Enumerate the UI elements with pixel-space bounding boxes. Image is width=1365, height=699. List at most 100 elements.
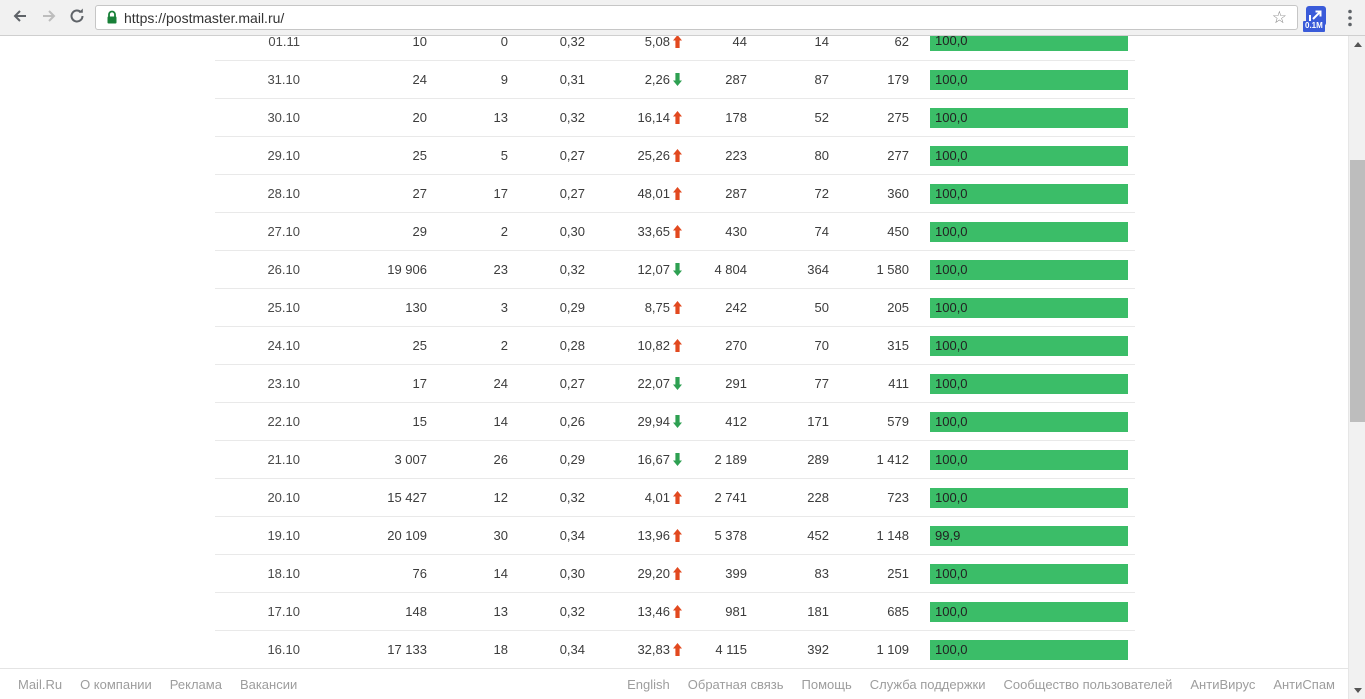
table-row: 17.10 148 13 0,32 13,46 981 181 685 100,… bbox=[215, 592, 1135, 630]
trend-arrow-icon bbox=[673, 453, 682, 466]
messages-cell: 15 bbox=[412, 414, 427, 429]
delivery-rate-value: 100,0 bbox=[935, 641, 968, 657]
delivery-rate-value: 100,0 bbox=[935, 565, 968, 581]
back-button[interactable] bbox=[7, 5, 33, 31]
forward-button[interactable] bbox=[36, 5, 62, 31]
delivery-rate-bar: 100,0 bbox=[930, 373, 1128, 394]
clicks-cell: 80 bbox=[814, 148, 829, 163]
messages-cell: 15 427 bbox=[387, 490, 427, 505]
table-row: 20.10 15 427 12 0,32 4,01 2 741 228 723 … bbox=[215, 478, 1135, 516]
ratio-cell: 0,29 bbox=[559, 452, 585, 467]
table-row: 23.10 17 24 0,27 22,07 291 77 411 100,0 bbox=[215, 364, 1135, 402]
footer-link[interactable]: Mail.Ru bbox=[18, 676, 63, 692]
address-bar[interactable]: https://postmaster.mail.ru/ ☆ bbox=[95, 5, 1298, 30]
scroll-down-button[interactable] bbox=[1349, 682, 1365, 699]
messages-cell: 20 bbox=[412, 110, 427, 125]
opens-cell: 399 bbox=[725, 566, 747, 581]
complaints-cell: 0 bbox=[500, 36, 508, 49]
opens-cell: 44 bbox=[732, 36, 747, 49]
date-cell: 29.10 bbox=[267, 148, 300, 163]
ratio-cell: 0,27 bbox=[559, 148, 585, 163]
triangle-up-icon bbox=[1353, 42, 1362, 47]
footer-link[interactable]: Реклама bbox=[169, 676, 222, 692]
scroll-up-button[interactable] bbox=[1349, 36, 1365, 53]
forward-icon bbox=[40, 7, 58, 30]
footer-link[interactable]: English bbox=[627, 676, 670, 692]
opens-cell: 223 bbox=[725, 148, 747, 163]
delivery-rate-bar: 100,0 bbox=[930, 411, 1128, 432]
deletes-cell: 579 bbox=[887, 414, 909, 429]
table-row: 16.10 17 133 18 0,34 32,83 4 115 392 1 1… bbox=[215, 630, 1135, 668]
footer-link[interactable]: Обратная связь bbox=[687, 676, 784, 692]
date-cell: 28.10 bbox=[267, 186, 300, 201]
footer-link[interactable]: Сообщество пользователей bbox=[1003, 676, 1173, 692]
trend-arrow-icon bbox=[673, 111, 682, 124]
percent-cell: 16,67 bbox=[585, 452, 682, 467]
footer-link[interactable]: Служба поддержки bbox=[869, 676, 986, 692]
footer-link[interactable]: АнтиВирус bbox=[1190, 676, 1256, 692]
delivery-rate-value: 100,0 bbox=[935, 337, 968, 353]
complaints-cell: 13 bbox=[493, 604, 508, 619]
complaints-cell: 3 bbox=[500, 300, 508, 315]
complaints-cell: 26 bbox=[493, 452, 508, 467]
opens-cell: 287 bbox=[725, 72, 747, 87]
percent-value: 12,07 bbox=[637, 262, 670, 277]
percent-value: 8,75 bbox=[644, 300, 670, 315]
delivery-rate-value: 100,0 bbox=[935, 147, 968, 163]
deletes-cell: 360 bbox=[887, 186, 909, 201]
messages-cell: 20 109 bbox=[387, 528, 427, 543]
percent-value: 2,26 bbox=[644, 72, 670, 87]
delivery-rate-bar: 100,0 bbox=[930, 487, 1128, 508]
date-cell: 21.10 bbox=[267, 452, 300, 467]
percent-cell: 13,96 bbox=[585, 528, 682, 543]
ratio-cell: 0,26 bbox=[559, 414, 585, 429]
footer-link[interactable]: Вакансии bbox=[239, 676, 298, 692]
percent-cell: 16,14 bbox=[585, 110, 682, 125]
percent-cell: 10,82 bbox=[585, 338, 682, 353]
delivery-rate-bar: 100,0 bbox=[930, 221, 1128, 242]
messages-cell: 17 bbox=[412, 376, 427, 391]
percent-value: 29,94 bbox=[637, 414, 670, 429]
percent-value: 10,82 bbox=[637, 338, 670, 353]
deletes-cell: 251 bbox=[887, 566, 909, 581]
delivery-rate-bar: 100,0 bbox=[930, 69, 1128, 90]
percent-cell: 29,94 bbox=[585, 414, 682, 429]
page-footer: Mail.Ru О компании Реклама Вакансии English… bbox=[0, 668, 1365, 699]
delivery-rate-bar: 100,0 bbox=[930, 145, 1128, 166]
secure-lock-icon[interactable] bbox=[106, 10, 118, 25]
delivery-rate-value: 100,0 bbox=[935, 603, 968, 619]
date-cell: 17.10 bbox=[267, 604, 300, 619]
table-row: 19.10 20 109 30 0,34 13,96 5 378 452 1 1… bbox=[215, 516, 1135, 554]
trend-arrow-icon bbox=[673, 567, 682, 580]
delivery-rate-value: 100,0 bbox=[935, 451, 968, 467]
deletes-cell: 1 580 bbox=[876, 262, 909, 277]
deletes-cell: 179 bbox=[887, 72, 909, 87]
vertical-scrollbar[interactable] bbox=[1348, 36, 1365, 699]
footer-link[interactable]: Помощь bbox=[801, 676, 852, 692]
complaints-cell: 24 bbox=[493, 376, 508, 391]
deletes-cell: 450 bbox=[887, 224, 909, 239]
ratio-cell: 0,30 bbox=[559, 566, 585, 581]
triangle-down-icon bbox=[1353, 688, 1362, 693]
trend-arrow-icon bbox=[673, 377, 682, 390]
delivery-rate-value: 100,0 bbox=[935, 413, 968, 429]
clicks-cell: 181 bbox=[807, 604, 829, 619]
trend-arrow-icon bbox=[673, 187, 682, 200]
delivery-rate-value: 100,0 bbox=[935, 185, 968, 201]
ratio-cell: 0,27 bbox=[559, 376, 585, 391]
bookmark-star-icon[interactable]: ☆ bbox=[1271, 8, 1287, 27]
trend-arrow-icon bbox=[673, 605, 682, 618]
scrollbar-thumb[interactable] bbox=[1350, 160, 1365, 422]
percent-value: 16,67 bbox=[637, 452, 670, 467]
reload-button[interactable] bbox=[64, 5, 90, 31]
browser-menu-button[interactable] bbox=[1340, 5, 1360, 31]
opens-cell: 5 378 bbox=[714, 528, 747, 543]
messages-cell: 130 bbox=[405, 300, 427, 315]
footer-link[interactable]: АнтиСпам bbox=[1273, 676, 1335, 692]
url-text[interactable]: https://postmaster.mail.ru/ bbox=[124, 9, 285, 26]
trend-arrow-icon bbox=[673, 301, 682, 314]
deletes-cell: 1 109 bbox=[876, 642, 909, 657]
footer-link[interactable]: О компании bbox=[80, 676, 152, 692]
delivery-rate-value: 100,0 bbox=[935, 109, 968, 125]
delivery-rate-value: 100,0 bbox=[935, 299, 968, 315]
